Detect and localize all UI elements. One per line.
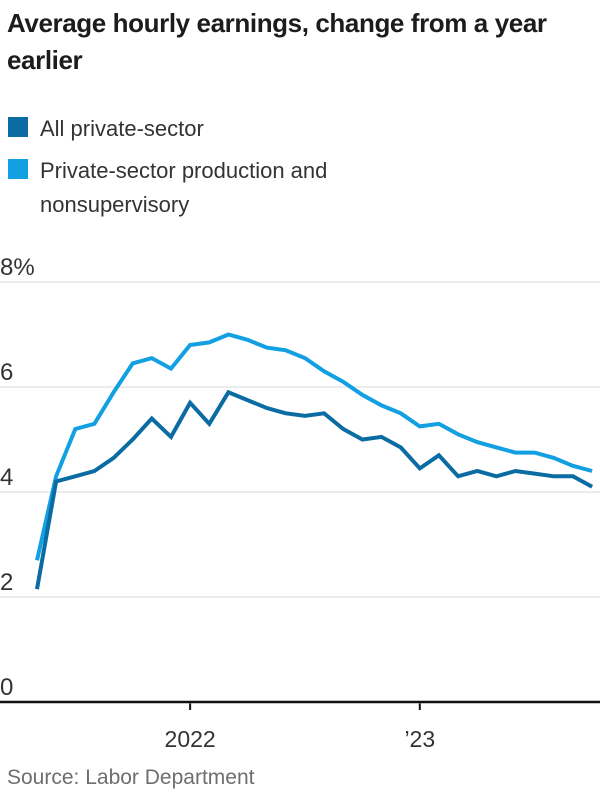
x-axis-label: ’23	[404, 726, 435, 752]
legend: All private-sector Private-sector produc…	[8, 112, 410, 222]
y-axis-label: 0	[0, 674, 13, 701]
legend-item-all-private: All private-sector	[8, 112, 410, 146]
chart-title: Average hourly earnings, change from a y…	[7, 8, 547, 75]
legend-item-production: Private-sector production and nonsupervi…	[8, 154, 410, 222]
y-axis-label: 2	[0, 569, 13, 596]
series-line-all-private	[35, 389, 594, 590]
y-axis-label: 8%	[0, 254, 35, 281]
legend-swatch-production	[8, 159, 28, 179]
x-axis-label: 2022	[165, 726, 216, 752]
legend-label-production: Private-sector production and nonsupervi…	[40, 158, 328, 217]
series-line-production	[35, 332, 593, 561]
legend-swatch-all-private	[8, 117, 28, 137]
y-axis-label: 6	[0, 359, 13, 386]
legend-label-all-private: All private-sector	[40, 116, 204, 141]
y-axis-label: 4	[0, 464, 13, 491]
source-note: Source: Labor Department	[7, 766, 255, 789]
